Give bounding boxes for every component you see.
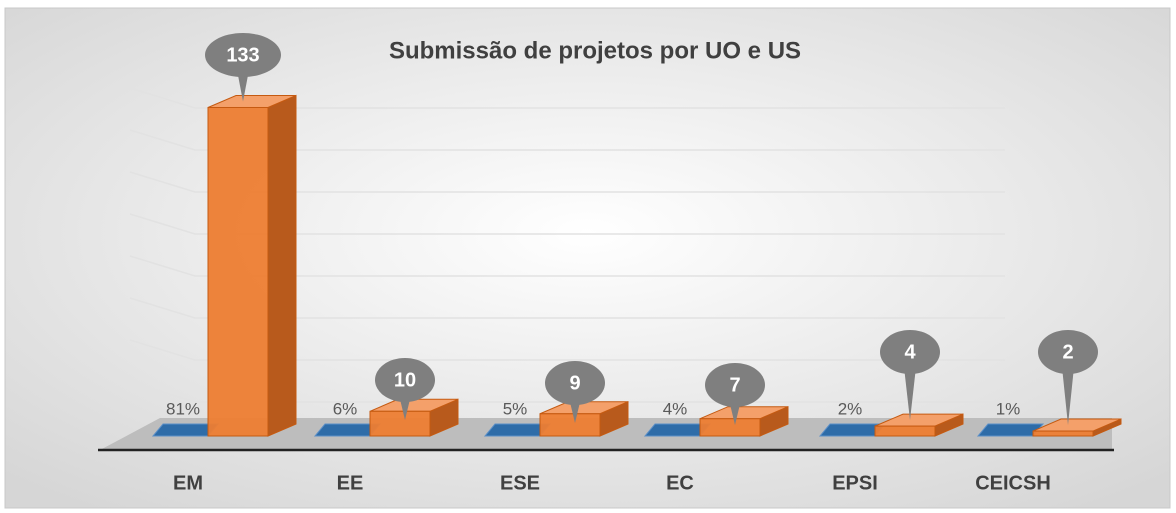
bar-front: [699, 418, 761, 437]
bar: [539, 401, 629, 437]
data-label: 2%: [838, 399, 863, 418]
data-label: 1%: [996, 399, 1021, 418]
bar: [1032, 418, 1122, 437]
bar: [207, 94, 297, 437]
callout-pointer: [1062, 367, 1074, 426]
data-label: 6%: [333, 399, 358, 418]
callout: [545, 361, 605, 405]
bar: [874, 413, 964, 437]
callout: [1038, 330, 1098, 374]
x-tick-label: EM: [173, 472, 203, 494]
bar-side: [267, 94, 297, 437]
data-label: 2: [1062, 341, 1073, 363]
data-label: 9: [569, 372, 580, 394]
callout: [375, 358, 435, 402]
bar: [699, 405, 789, 437]
data-label: 133: [226, 44, 259, 66]
x-tick-label: EC: [666, 472, 694, 494]
data-label: 4: [904, 341, 916, 363]
callout-pointer: [237, 70, 249, 102]
data-label: 10: [394, 369, 416, 391]
x-tick-label: EE: [337, 472, 364, 494]
bar: [369, 398, 459, 437]
data-label: 7: [729, 374, 740, 396]
bar-front: [874, 425, 936, 437]
data-label: 81%: [166, 399, 200, 418]
x-tick-label: CEICSH: [975, 472, 1051, 494]
bar-front: [369, 410, 431, 437]
x-tick-label: ESE: [500, 472, 540, 494]
callout-pointer: [904, 367, 916, 421]
data-label: 4%: [663, 399, 688, 418]
data-label: 5%: [503, 399, 528, 418]
callout: [880, 330, 940, 374]
callout: [705, 363, 765, 407]
bar-front: [1032, 430, 1094, 437]
chart-title: Submissão de projetos por UO e US: [389, 37, 801, 64]
bar-front: [207, 106, 269, 437]
background-lines: [129, 87, 1005, 403]
x-tick-label: EPSI: [832, 472, 878, 494]
callout: [205, 33, 281, 77]
flat-bar: [976, 423, 1045, 437]
bar-front: [539, 413, 601, 437]
